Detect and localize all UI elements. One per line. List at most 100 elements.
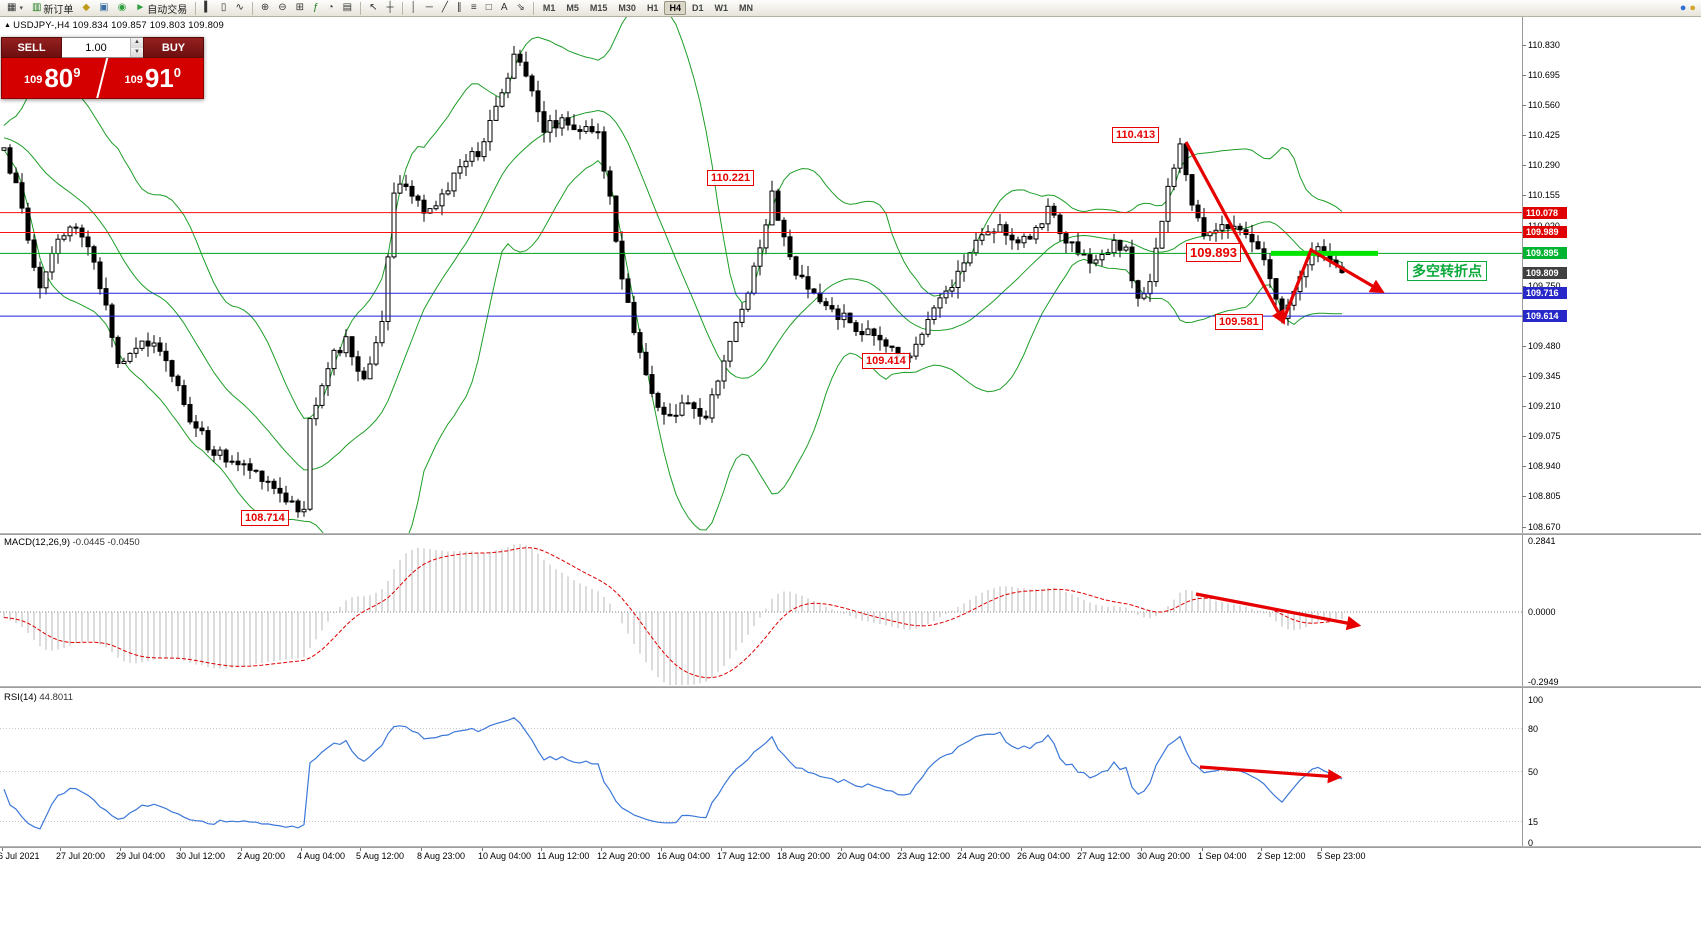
time-tick-mark [661,847,662,851]
price-tick-label: 109.345 [1528,371,1561,381]
price-tick-label: 109.480 [1528,341,1561,351]
horizontal-line-icon[interactable]: ─ [422,1,437,16]
buy-button[interactable]: BUY [143,37,204,58]
tile-windows-icon[interactable]: ⊞ [292,1,308,16]
zoom-out-icon[interactable]: ⊖ [274,1,290,16]
vertical-line-icon[interactable]: │ [407,1,421,16]
price-callout-108.714[interactable]: 108.714 [241,510,289,526]
mql-market-icon[interactable]: ◆ [78,1,94,16]
time-tick-mark [360,847,361,851]
price-callout-110.221[interactable]: 110.221 [707,170,755,186]
time-tick-label: 29 Jul 04:00 [116,851,166,861]
price-tick-mark [1522,45,1526,46]
trendline-icon: ╱ [441,2,448,13]
cursor-icon[interactable]: ↖ [365,1,381,16]
price-tick-mark [1522,286,1526,287]
price-callout-110.413[interactable]: 110.413 [1112,127,1160,143]
bar-chart-icon[interactable]: ▍ [200,1,216,16]
main-chart[interactable] [0,17,1522,533]
text-icon[interactable]: A [497,1,512,16]
channel-icon[interactable]: ∥ [453,1,466,16]
chart-menu-icon[interactable]: ▦ ▾ [3,1,27,16]
volume-box: ▲ ▼ [62,37,143,58]
timeframe-m1-button[interactable]: M1 [542,3,556,13]
rsi-pane[interactable] [0,688,1522,846]
timeframe-h1-button[interactable]: H1 [646,3,659,13]
autotrading-button[interactable]: ► 自动交易 [131,1,191,16]
sell-button[interactable]: SELL [1,37,62,58]
price-callout-109.893[interactable]: 109.893 [1186,243,1241,262]
bid-sup: 9 [73,64,81,80]
ask-big: 91 [144,63,174,93]
macd-histogram [3,543,1343,685]
timeframe-m15-button[interactable]: M15 [589,3,608,13]
indicators-icon[interactable]: ƒ [309,1,323,16]
price-callout-109.581[interactable]: 109.581 [1215,314,1263,330]
price-tick-mark [1522,376,1526,377]
chart-menu-icon: ▦ [7,2,17,13]
navigator-icon[interactable]: ▣ [95,1,112,16]
trendline-icon[interactable]: ╱ [438,1,452,16]
templates-icon[interactable]: ▤ [339,1,356,16]
price-tick-mark [1522,436,1526,437]
trend-arrow[interactable] [1195,592,1362,631]
price-tick-label: 109.075 [1528,431,1561,441]
autotrading-icon: ► [135,2,146,13]
ask-price[interactable]: 109 91 0 [103,58,204,98]
fibonacci-icon[interactable]: ≡ [467,1,481,16]
one-click-trading-widget: SELL ▲ ▼ BUY 109 80 9 109 91 0 [1,37,204,99]
volume-up-icon[interactable]: ▲ [131,38,143,48]
zoom-in-icon[interactable]: ⊕ [257,1,273,16]
crosshair-icon: ┼ [386,2,394,13]
trend-arrow[interactable] [1199,765,1343,784]
time-tick-label: 5 Sep 23:00 [1317,851,1366,861]
shapes-icon[interactable]: □ [482,1,496,16]
trend-arrow[interactable] [1184,141,1286,325]
periods-icon[interactable]: ◔ [324,1,338,16]
macd-signal-line [3,547,1343,679]
macd-pane[interactable] [0,535,1522,685]
volume-down-icon[interactable]: ▼ [131,47,143,57]
timeframe-h4-button[interactable]: H4 [664,1,686,15]
time-tick-label: 30 Aug 20:00 [1137,851,1191,861]
new-order-icon: ▥ [31,2,42,13]
time-tick-label: 27 Aug 12:00 [1077,851,1131,861]
bollinger-lower [3,149,1342,533]
rsi-label: RSI(14) 44.8011 [4,692,74,703]
time-tick-label: 2 Aug 20:00 [237,851,286,861]
crosshair-icon[interactable]: ┼ [382,1,397,16]
price-callout-109.414[interactable]: 109.414 [862,353,910,369]
time-tick-mark [841,847,842,851]
community-icon[interactable]: ◉ [114,1,131,16]
horizontal-line-icon: ─ [425,2,433,13]
toolbar-separator [195,1,197,15]
time-axis-separator[interactable] [0,846,1701,848]
price-tick-label: 110.830 [1528,40,1560,50]
rsi-pane-separator[interactable] [0,686,1701,688]
timeframe-m30-button[interactable]: M30 [618,3,636,13]
timeframe-m5-button[interactable]: M5 [566,3,579,13]
volume-input[interactable] [62,38,130,57]
price-tick-label: 108.805 [1528,491,1561,501]
timeframe-mn-button[interactable]: MN [738,3,753,13]
zoom-in-icon: ⊕ [260,2,270,13]
timeframe-w1-button[interactable]: W1 [714,3,728,13]
time-tick-label: 18 Aug 20:00 [777,851,831,861]
chart-menu-dropdown-icon: ▾ [19,5,23,12]
arrows-icon[interactable]: ⇘ [512,1,528,16]
candle-chart-icon: ▯ [220,2,227,13]
annotation-text[interactable]: 多空转折点 [1407,261,1487,281]
candle-chart-icon[interactable]: ▯ [217,1,231,16]
vertical-line-icon: │ [410,2,417,13]
trend-arrow[interactable] [1281,247,1385,322]
time-tick-label: 17 Aug 12:00 [717,851,771,861]
macd-pane-separator[interactable] [0,533,1701,535]
line-chart-icon[interactable]: ∿ [231,1,247,16]
new-order-button[interactable]: ▥ 新订单 [28,1,77,16]
alerts-icon[interactable]: ● [1679,2,1687,14]
price-tick-mark [1522,466,1526,467]
price-tick-label: 110.425 [1528,130,1560,140]
timeframe-d1-button[interactable]: D1 [691,3,704,13]
bid-price[interactable]: 109 80 9 [2,58,103,98]
profile-icon[interactable]: ● [1689,2,1696,14]
